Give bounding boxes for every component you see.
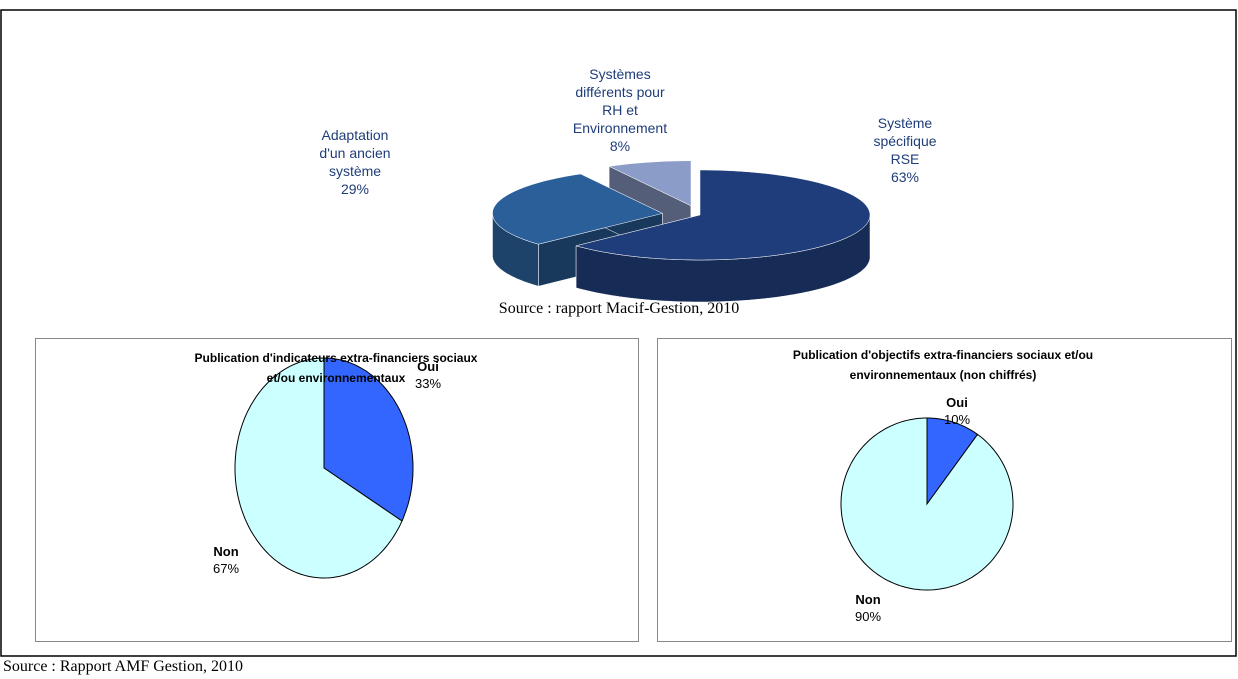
- slice: [840, 417, 1014, 591]
- slice-label: Adaptation d'un ancien système 29%: [319, 126, 390, 198]
- label-text: Adaptation d'un ancien système: [319, 127, 391, 179]
- slice-label: Système spécifique RSE 63%: [873, 114, 936, 186]
- label-text: Non: [855, 592, 881, 607]
- caption: Source : rapport Macif-Gestion, 2010: [498, 300, 740, 317]
- slice: [608, 160, 692, 207]
- frame: [0, 9, 1237, 657]
- label-text: 67%: [212, 561, 240, 576]
- slice: [575, 169, 871, 261]
- slice: [492, 173, 664, 245]
- slice: [926, 417, 979, 506]
- label-text: 63%: [890, 169, 920, 185]
- label-text: Non: [213, 544, 239, 559]
- label-text: 10%: [943, 412, 971, 427]
- chart-title: Publication d'objectifs extra-financiers…: [792, 348, 1094, 382]
- slice-label: Non 67%: [213, 543, 239, 577]
- chart-title: Publication d'indicateurs extra-financie…: [194, 351, 478, 385]
- slice-label: Oui 33%: [415, 358, 441, 392]
- slice: [234, 357, 403, 579]
- label-text: 90%: [854, 609, 882, 624]
- chart-box: [35, 338, 639, 642]
- label-text: Oui: [417, 359, 439, 374]
- slice: [323, 357, 414, 522]
- label-text: Oui: [946, 395, 968, 410]
- label-text: Systèmes différents pour RH et Environne…: [572, 66, 668, 136]
- chart-box: [657, 338, 1232, 642]
- label-text: 33%: [414, 376, 442, 391]
- label-text: 29%: [340, 181, 370, 197]
- caption: Source : Rapport AMF Gestion, 2010: [3, 658, 243, 675]
- slice-label: Systèmes différents pour RH et Environne…: [573, 65, 667, 155]
- slice-label: Oui 10%: [944, 394, 970, 428]
- slice-label: Non 90%: [855, 591, 881, 625]
- label-text: Système spécifique RSE: [873, 115, 937, 167]
- label-text: 8%: [609, 138, 631, 154]
